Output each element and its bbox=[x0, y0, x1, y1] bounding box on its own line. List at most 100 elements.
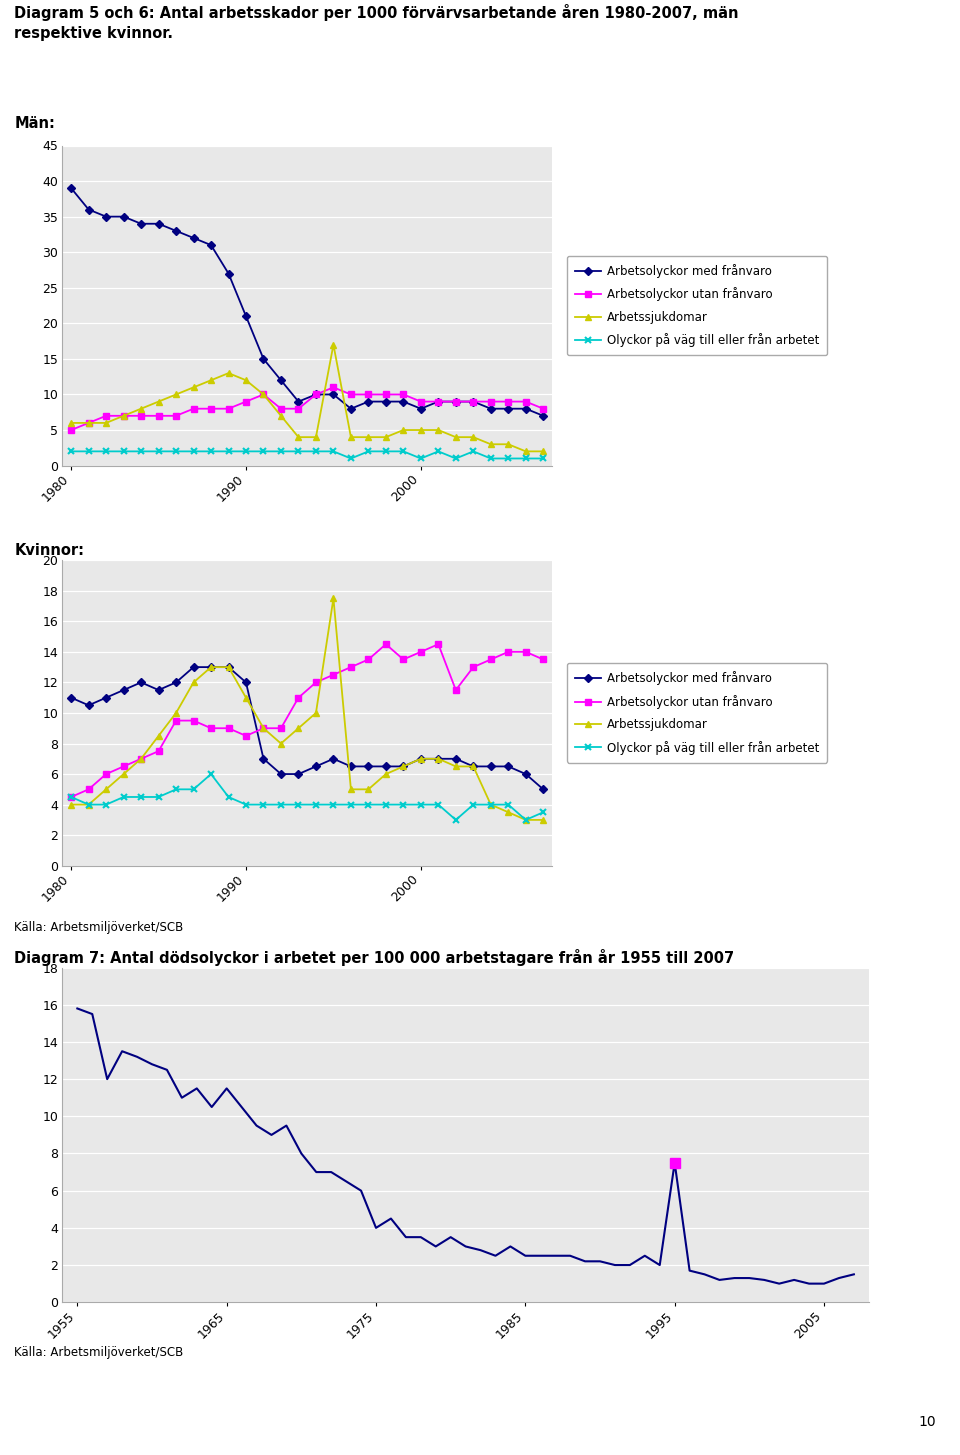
Arbetssjukdomar bbox=[223, 658, 234, 675]
Arbetssjukdomar bbox=[153, 393, 164, 410]
Arbetsolyckor utan frånvaro bbox=[310, 674, 322, 691]
Olyckor på väg till eller från arbetet bbox=[327, 442, 339, 460]
Arbetssjukdomar bbox=[450, 428, 462, 445]
Line: Olyckor på väg till eller från arbetet: Olyckor på väg till eller från arbetet bbox=[67, 448, 547, 461]
Arbetssjukdomar bbox=[153, 728, 164, 745]
Arbetsolyckor utan frånvaro bbox=[310, 386, 322, 403]
Olyckor på väg till eller från arbetet bbox=[276, 442, 287, 460]
Arbetsolyckor utan frånvaro bbox=[450, 393, 462, 410]
Arbetsolyckor med frånvaro bbox=[135, 215, 147, 233]
Arbetssjukdomar bbox=[502, 803, 514, 821]
Arbetsolyckor utan frånvaro bbox=[293, 400, 304, 418]
Arbetsolyckor utan frånvaro bbox=[205, 719, 217, 736]
Olyckor på väg till eller från arbetet bbox=[205, 765, 217, 783]
Arbetsolyckor med frånvaro bbox=[135, 674, 147, 691]
Olyckor på väg till eller från arbetet bbox=[468, 796, 479, 813]
Arbetsolyckor med frånvaro bbox=[327, 749, 339, 767]
Line: Arbetssjukdomar: Arbetssjukdomar bbox=[68, 595, 546, 822]
Arbetssjukdomar bbox=[276, 735, 287, 752]
Arbetsolyckor med frånvaro bbox=[380, 758, 392, 776]
Arbetssjukdomar bbox=[415, 749, 426, 767]
Arbetsolyckor utan frånvaro bbox=[346, 386, 357, 403]
Text: Källa: Arbetsmiljöverket/SCB: Källa: Arbetsmiljöverket/SCB bbox=[14, 921, 183, 934]
Text: Diagram 7: Antal dödsolyckor i arbetet per 100 000 arbetstagare från år 1955 til: Diagram 7: Antal dödsolyckor i arbetet p… bbox=[14, 949, 734, 966]
Arbetsolyckor utan frånvaro bbox=[153, 407, 164, 425]
Arbetsolyckor utan frånvaro bbox=[485, 393, 496, 410]
Olyckor på väg till eller från arbetet bbox=[485, 450, 496, 467]
Arbetsolyckor med frånvaro bbox=[257, 749, 269, 767]
Arbetsolyckor med frånvaro bbox=[468, 393, 479, 410]
Arbetsolyckor utan frånvaro bbox=[135, 407, 147, 425]
Arbetssjukdomar bbox=[433, 749, 444, 767]
Arbetsolyckor med frånvaro bbox=[450, 749, 462, 767]
Legend: Arbetsolyckor med frånvaro, Arbetsolyckor utan frånvaro, Arbetssjukdomar, Olycko: Arbetsolyckor med frånvaro, Arbetsolycko… bbox=[566, 663, 828, 762]
Olyckor på väg till eller från arbetet bbox=[118, 442, 130, 460]
Arbetsolyckor med frånvaro bbox=[433, 749, 444, 767]
Arbetssjukdomar bbox=[205, 371, 217, 388]
Arbetssjukdomar bbox=[205, 658, 217, 675]
Arbetsolyckor utan frånvaro bbox=[380, 386, 392, 403]
Olyckor på väg till eller från arbetet bbox=[502, 450, 514, 467]
Arbetssjukdomar bbox=[346, 428, 357, 445]
Arbetssjukdomar bbox=[415, 422, 426, 439]
Arbetsolyckor utan frånvaro bbox=[223, 719, 234, 736]
Arbetsolyckor utan frånvaro bbox=[450, 681, 462, 698]
Arbetsolyckor utan frånvaro bbox=[83, 415, 94, 432]
Arbetsolyckor med frånvaro bbox=[363, 758, 374, 776]
Olyckor på väg till eller från arbetet bbox=[223, 442, 234, 460]
Olyckor på väg till eller från arbetet bbox=[520, 450, 532, 467]
Arbetssjukdomar bbox=[276, 407, 287, 425]
Arbetsolyckor med frånvaro bbox=[101, 688, 112, 706]
Arbetsolyckor med frånvaro bbox=[240, 307, 252, 324]
Arbetsolyckor utan frånvaro bbox=[101, 407, 112, 425]
Text: Kvinnor:: Kvinnor: bbox=[14, 543, 84, 557]
Arbetssjukdomar bbox=[485, 435, 496, 453]
Line: Arbetsolyckor med frånvaro: Arbetsolyckor med frånvaro bbox=[68, 665, 546, 792]
Arbetsolyckor utan frånvaro bbox=[170, 711, 181, 729]
Arbetssjukdomar bbox=[502, 435, 514, 453]
Line: Arbetsolyckor med frånvaro: Arbetsolyckor med frånvaro bbox=[68, 185, 546, 419]
Arbetsolyckor utan frånvaro bbox=[397, 650, 409, 668]
Arbetsolyckor med frånvaro bbox=[450, 393, 462, 410]
Arbetsolyckor med frånvaro bbox=[170, 223, 181, 240]
Arbetssjukdomar bbox=[135, 749, 147, 767]
Arbetsolyckor utan frånvaro bbox=[188, 711, 200, 729]
Arbetsolyckor med frånvaro bbox=[153, 681, 164, 698]
Arbetsolyckor utan frånvaro bbox=[170, 407, 181, 425]
Arbetsolyckor med frånvaro bbox=[485, 400, 496, 418]
Arbetsolyckor utan frånvaro bbox=[538, 400, 549, 418]
Arbetsolyckor med frånvaro bbox=[310, 758, 322, 776]
Arbetsolyckor med frånvaro bbox=[205, 236, 217, 253]
Line: Arbetssjukdomar: Arbetssjukdomar bbox=[68, 342, 546, 454]
Arbetsolyckor med frånvaro bbox=[346, 400, 357, 418]
Arbetsolyckor utan frånvaro bbox=[276, 719, 287, 736]
Arbetsolyckor med frånvaro bbox=[223, 265, 234, 282]
Arbetssjukdomar bbox=[170, 386, 181, 403]
Olyckor på väg till eller från arbetet bbox=[83, 796, 94, 813]
Arbetsolyckor utan frånvaro bbox=[415, 643, 426, 661]
Line: Arbetsolyckor utan frånvaro: Arbetsolyckor utan frånvaro bbox=[68, 642, 546, 800]
Olyckor på väg till eller från arbetet bbox=[415, 450, 426, 467]
Arbetsolyckor utan frånvaro bbox=[276, 400, 287, 418]
Arbetsolyckor med frånvaro bbox=[65, 179, 77, 196]
Arbetsolyckor utan frånvaro bbox=[153, 742, 164, 760]
Olyckor på väg till eller från arbetet bbox=[485, 796, 496, 813]
Arbetsolyckor utan frånvaro bbox=[188, 400, 200, 418]
Olyckor på väg till eller från arbetet bbox=[346, 796, 357, 813]
Arbetsolyckor utan frånvaro bbox=[101, 765, 112, 783]
Arbetssjukdomar bbox=[257, 386, 269, 403]
Arbetsolyckor utan frånvaro bbox=[502, 643, 514, 661]
Olyckor på väg till eller från arbetet bbox=[380, 796, 392, 813]
Olyckor på väg till eller från arbetet bbox=[257, 442, 269, 460]
Arbetssjukdomar bbox=[310, 704, 322, 722]
Arbetssjukdomar bbox=[188, 674, 200, 691]
Arbetssjukdomar bbox=[83, 415, 94, 432]
Olyckor på väg till eller från arbetet bbox=[310, 796, 322, 813]
Arbetsolyckor med frånvaro bbox=[205, 658, 217, 675]
Olyckor på väg till eller från arbetet bbox=[170, 780, 181, 797]
Arbetsolyckor med frånvaro bbox=[502, 758, 514, 776]
Olyckor på väg till eller från arbetet bbox=[101, 442, 112, 460]
Arbetssjukdomar bbox=[450, 758, 462, 776]
Arbetsolyckor utan frånvaro bbox=[485, 650, 496, 668]
Arbetsolyckor med frånvaro bbox=[520, 765, 532, 783]
